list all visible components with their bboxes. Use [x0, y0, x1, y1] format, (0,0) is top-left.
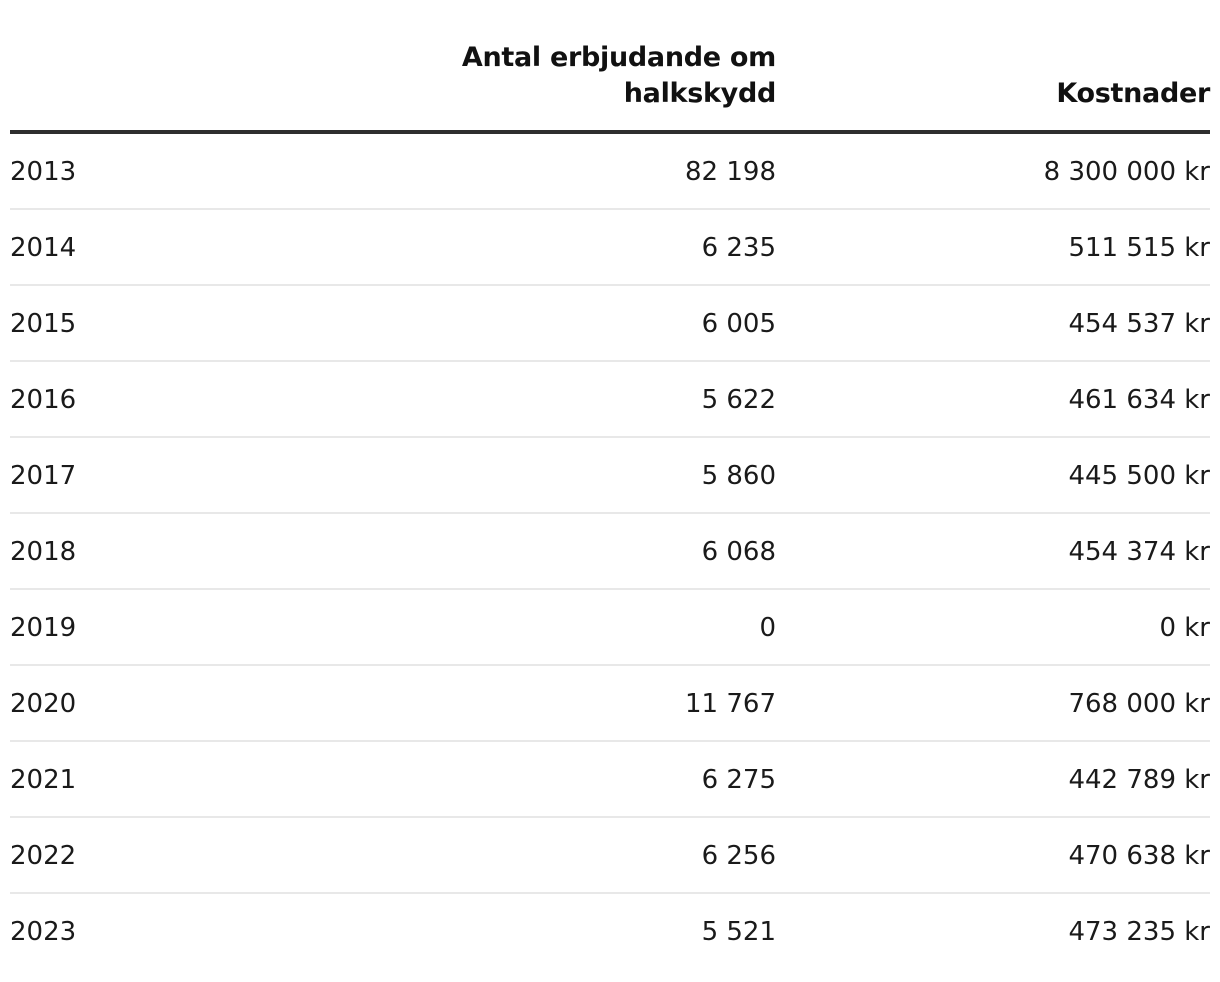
table-row: 2015 6 005 454 537 kr [10, 286, 1210, 362]
count-cell: 6 068 [701, 537, 776, 567]
table-row: 2016 5 622 461 634 kr [10, 362, 1210, 438]
column-header-count: Antal erbjudande om halkskydd [461, 42, 776, 109]
year-cell: 2019 [10, 613, 77, 643]
table-body: 2013 82 198 8 300 000 kr 2014 6 235 511 515 k… [10, 134, 1210, 970]
year-cell: 2015 [10, 309, 77, 339]
count-cell: 6 256 [701, 841, 776, 871]
count-cell: 0 [759, 613, 776, 643]
table-row: 2013 82 198 8 300 000 kr [10, 134, 1210, 210]
count-cell: 11 767 [685, 689, 776, 719]
table-row: 2021 6 275 442 789 kr [10, 742, 1210, 818]
count-cell: 6 235 [701, 233, 776, 263]
cost-cell: 445 500 kr [1068, 461, 1210, 491]
count-cell: 5 860 [701, 461, 776, 491]
column-header-cost: Kostnader [1056, 78, 1210, 109]
cost-cell: 470 638 kr [1068, 841, 1210, 871]
year-cell: 2022 [10, 841, 77, 871]
cost-cell: 442 789 kr [1068, 765, 1210, 795]
cost-cell: 454 537 kr [1068, 309, 1210, 339]
year-cell: 2017 [10, 461, 77, 491]
cost-cell: 511 515 kr [1068, 233, 1210, 263]
table-header: Antal erbjudande om halkskydd Kostnader [10, 0, 1210, 134]
cost-cell: 768 000 kr [1068, 689, 1210, 719]
year-cell: 2023 [10, 917, 77, 947]
count-cell: 5 622 [701, 385, 776, 415]
year-cell: 2016 [10, 385, 77, 415]
table-row: 2017 5 860 445 500 kr [10, 438, 1210, 514]
count-cell: 82 198 [685, 157, 776, 187]
cost-cell: 473 235 kr [1068, 917, 1210, 947]
table-row: 2018 6 068 454 374 kr [10, 514, 1210, 590]
cost-cell: 8 300 000 kr [1043, 157, 1210, 187]
table-row: 2020 11 767 768 000 kr [10, 666, 1210, 742]
table-row: 2014 6 235 511 515 kr [10, 210, 1210, 286]
year-cell: 2020 [10, 689, 77, 719]
count-cell: 6 005 [701, 309, 776, 339]
count-cell: 6 275 [701, 765, 776, 795]
table-row: 2022 6 256 470 638 kr [10, 818, 1210, 894]
data-table: Antal erbjudande om halkskydd Kostnader … [10, 0, 1210, 970]
year-cell: 2021 [10, 765, 77, 795]
table-row: 2019 0 0 kr [10, 590, 1210, 666]
cost-cell: 454 374 kr [1068, 537, 1210, 567]
year-cell: 2013 [10, 157, 77, 187]
count-cell: 5 521 [701, 917, 776, 947]
year-cell: 2018 [10, 537, 77, 567]
cost-cell: 461 634 kr [1068, 385, 1210, 415]
table-row: 2023 5 521 473 235 kr [10, 894, 1210, 970]
cost-cell: 0 kr [1159, 613, 1210, 643]
year-cell: 2014 [10, 233, 77, 263]
